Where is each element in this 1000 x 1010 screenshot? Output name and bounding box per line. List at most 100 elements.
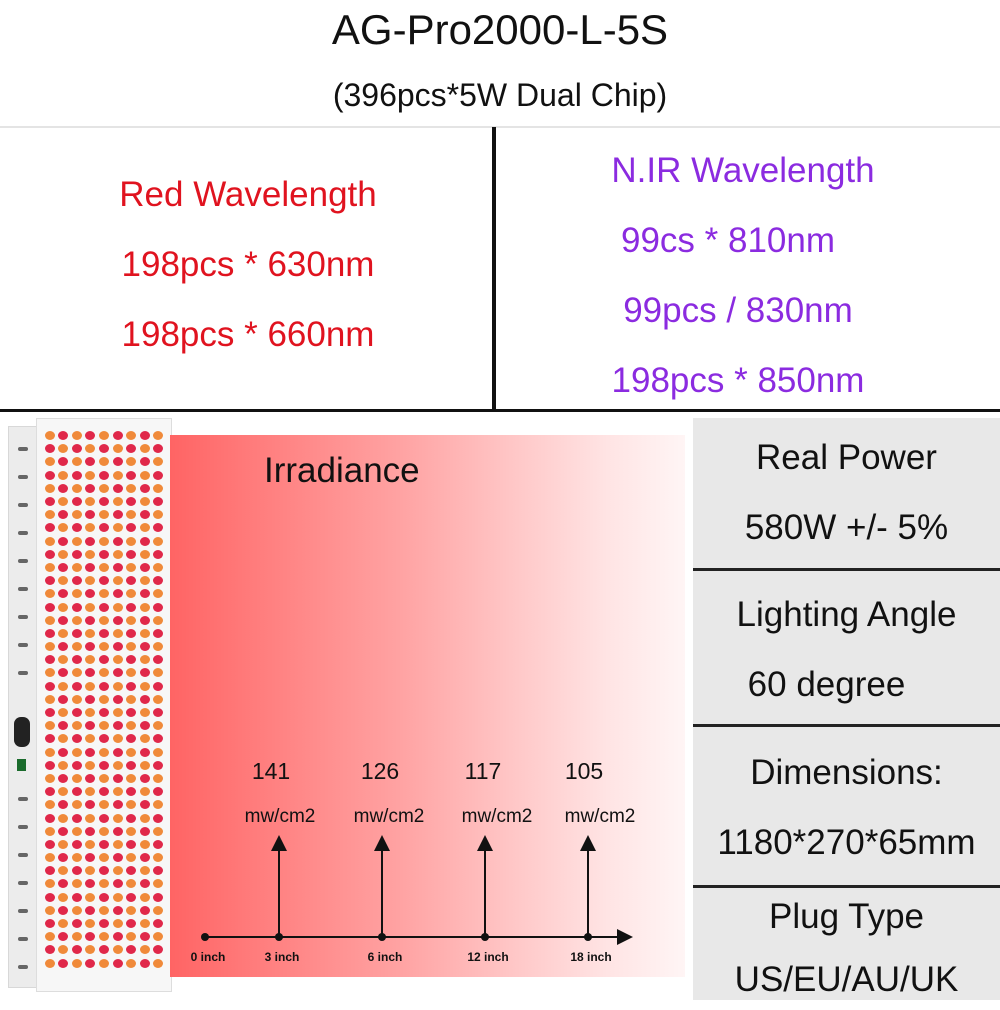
led-dot bbox=[98, 708, 109, 718]
led-dot bbox=[85, 694, 96, 704]
led-dot bbox=[112, 497, 123, 507]
led-dot bbox=[139, 549, 150, 559]
led-dot bbox=[44, 694, 55, 704]
led-dot bbox=[139, 879, 150, 889]
led-dot bbox=[112, 602, 123, 612]
led-dot bbox=[85, 642, 96, 652]
led-dot bbox=[85, 497, 96, 507]
led-dot bbox=[85, 773, 96, 783]
led-dot bbox=[98, 483, 109, 493]
led-dot bbox=[139, 787, 150, 797]
spec-label: Dimensions: bbox=[750, 753, 943, 792]
led-dot bbox=[112, 892, 123, 902]
led-dot bbox=[153, 760, 164, 770]
led-dot bbox=[153, 813, 164, 823]
led-dot bbox=[126, 773, 137, 783]
led-dot bbox=[112, 760, 123, 770]
led-dot bbox=[85, 536, 96, 546]
spec-dimensions: Dimensions: 1180*270*65mm bbox=[693, 738, 1000, 878]
led-dot bbox=[139, 536, 150, 546]
led-dot bbox=[112, 431, 123, 441]
led-dot bbox=[44, 958, 55, 968]
led-dot bbox=[98, 615, 109, 625]
led-dot bbox=[153, 444, 164, 454]
led-dot bbox=[153, 958, 164, 968]
led-dot bbox=[58, 655, 69, 665]
led-dot bbox=[139, 853, 150, 863]
led-dot bbox=[71, 866, 82, 876]
led-dot bbox=[71, 747, 82, 757]
led-dot bbox=[71, 655, 82, 665]
led-dot bbox=[85, 470, 96, 480]
led-dot bbox=[112, 853, 123, 863]
led-dot bbox=[153, 826, 164, 836]
led-dot bbox=[85, 800, 96, 810]
led-dot bbox=[98, 510, 109, 520]
led-dot bbox=[98, 694, 109, 704]
led-dot bbox=[98, 839, 109, 849]
nir-wavelength-heading: N.IR Wavelength bbox=[611, 151, 875, 190]
led-dot bbox=[44, 945, 55, 955]
irradiance-value: 126 bbox=[360, 758, 400, 784]
led-dot bbox=[126, 853, 137, 863]
led-dot bbox=[44, 853, 55, 863]
led-dot bbox=[98, 628, 109, 638]
led-dot bbox=[98, 681, 109, 691]
led-dot bbox=[44, 589, 55, 599]
led-dot bbox=[85, 866, 96, 876]
led-dot bbox=[153, 628, 164, 638]
led-dot bbox=[98, 826, 109, 836]
led-dot bbox=[112, 576, 123, 586]
led-dot bbox=[153, 773, 164, 783]
led-dot bbox=[112, 549, 123, 559]
power-switch-icon bbox=[17, 759, 26, 771]
led-dot bbox=[98, 932, 109, 942]
led-dot bbox=[44, 668, 55, 678]
led-dot bbox=[112, 457, 123, 467]
led-dot bbox=[44, 642, 55, 652]
led-dot bbox=[153, 839, 164, 849]
product-title: AG-Pro2000-L-5S bbox=[331, 6, 669, 53]
led-dot bbox=[139, 470, 150, 480]
led-dot bbox=[98, 721, 109, 731]
led-dot bbox=[139, 497, 150, 507]
led-dot bbox=[126, 655, 137, 665]
led-dot bbox=[139, 800, 150, 810]
led-dot bbox=[58, 892, 69, 902]
led-dot bbox=[71, 813, 82, 823]
red-wavelength-item: 198pcs * 660nm bbox=[121, 315, 375, 354]
led-dot bbox=[44, 919, 55, 929]
led-dot bbox=[44, 721, 55, 731]
led-dot bbox=[112, 681, 123, 691]
led-dot bbox=[126, 787, 137, 797]
led-dot bbox=[139, 615, 150, 625]
led-dot bbox=[139, 721, 150, 731]
irradiance-unit: mw/cm2 bbox=[353, 806, 425, 827]
led-dot bbox=[85, 760, 96, 770]
led-dot bbox=[126, 576, 137, 586]
led-dot bbox=[153, 431, 164, 441]
led-dot bbox=[139, 457, 150, 467]
led-dot bbox=[44, 708, 55, 718]
led-dot bbox=[153, 536, 164, 546]
led-dot bbox=[139, 945, 150, 955]
led-dot bbox=[126, 905, 137, 915]
led-dot bbox=[139, 708, 150, 718]
led-dot bbox=[44, 431, 55, 441]
led-dot bbox=[58, 800, 69, 810]
led-dot bbox=[139, 958, 150, 968]
led-dot bbox=[58, 536, 69, 546]
led-dot bbox=[139, 839, 150, 849]
led-dot bbox=[112, 919, 123, 929]
led-dot bbox=[44, 932, 55, 942]
led-dot bbox=[58, 497, 69, 507]
led-dot bbox=[98, 431, 109, 441]
led-panel-icon bbox=[8, 418, 172, 998]
led-dot bbox=[58, 839, 69, 849]
led-dot bbox=[153, 734, 164, 744]
led-dot bbox=[153, 721, 164, 731]
led-dot bbox=[85, 602, 96, 612]
led-dot bbox=[71, 668, 82, 678]
led-dot bbox=[126, 734, 137, 744]
led-dot bbox=[98, 800, 109, 810]
